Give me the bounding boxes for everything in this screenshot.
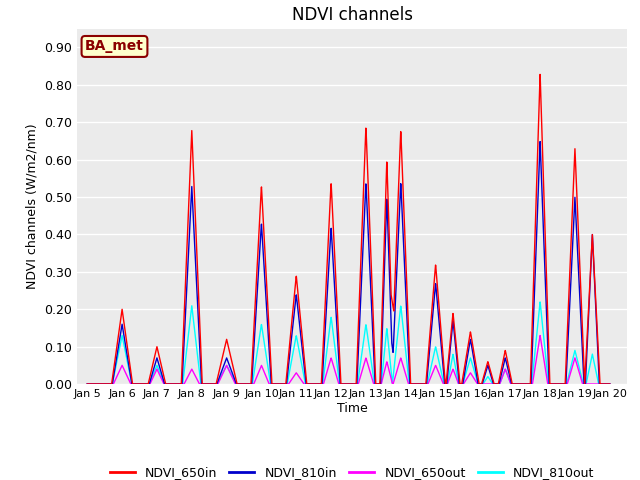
NDVI_810out xyxy=(284,379,291,384)
Text: BA_met: BA_met xyxy=(85,39,144,53)
NDVI_650out xyxy=(284,381,291,387)
NDVI_650in xyxy=(307,381,314,387)
NDVI_650in xyxy=(284,362,291,368)
NDVI_650in xyxy=(143,381,150,387)
NDVI_650in xyxy=(83,381,91,387)
Legend: NDVI_650in, NDVI_810in, NDVI_650out, NDVI_810out: NDVI_650in, NDVI_810in, NDVI_650out, NDV… xyxy=(104,461,600,480)
Line: NDVI_810out: NDVI_810out xyxy=(87,302,610,384)
NDVI_810out xyxy=(307,381,314,387)
NDVI_810in xyxy=(143,381,150,387)
NDVI_810in xyxy=(606,381,614,387)
NDVI_650in xyxy=(174,381,182,387)
NDVI_810in xyxy=(83,381,91,387)
NDVI_650out xyxy=(596,381,604,387)
X-axis label: Time: Time xyxy=(337,402,367,415)
NDVI_810out xyxy=(143,381,150,387)
NDVI_810in xyxy=(284,371,291,377)
NDVI_650out xyxy=(174,381,182,387)
NDVI_650in xyxy=(540,175,547,181)
NDVI_650in xyxy=(596,374,604,380)
Title: NDVI channels: NDVI channels xyxy=(291,6,413,24)
NDVI_650out xyxy=(307,381,314,387)
NDVI_810out xyxy=(540,331,547,337)
NDVI_650in xyxy=(536,72,544,77)
NDVI_810out xyxy=(606,381,614,387)
NDVI_810in xyxy=(596,381,604,387)
NDVI_650out xyxy=(143,381,150,387)
NDVI_810in xyxy=(540,226,547,232)
NDVI_810in xyxy=(174,381,182,387)
NDVI_810out xyxy=(536,299,544,305)
NDVI_650out xyxy=(83,381,91,387)
NDVI_650out xyxy=(606,381,614,387)
NDVI_810out xyxy=(596,381,604,387)
Line: NDVI_650in: NDVI_650in xyxy=(87,74,610,384)
NDVI_650out xyxy=(536,333,544,338)
NDVI_810in xyxy=(536,139,544,144)
NDVI_810out xyxy=(83,381,91,387)
NDVI_810out xyxy=(174,381,182,387)
Y-axis label: NDVI channels (W/m2/nm): NDVI channels (W/m2/nm) xyxy=(26,123,38,289)
Line: NDVI_650out: NDVI_650out xyxy=(87,336,610,384)
NDVI_810in xyxy=(307,381,314,387)
NDVI_650out xyxy=(540,353,547,359)
Line: NDVI_810in: NDVI_810in xyxy=(87,142,610,384)
NDVI_650in xyxy=(606,381,614,387)
